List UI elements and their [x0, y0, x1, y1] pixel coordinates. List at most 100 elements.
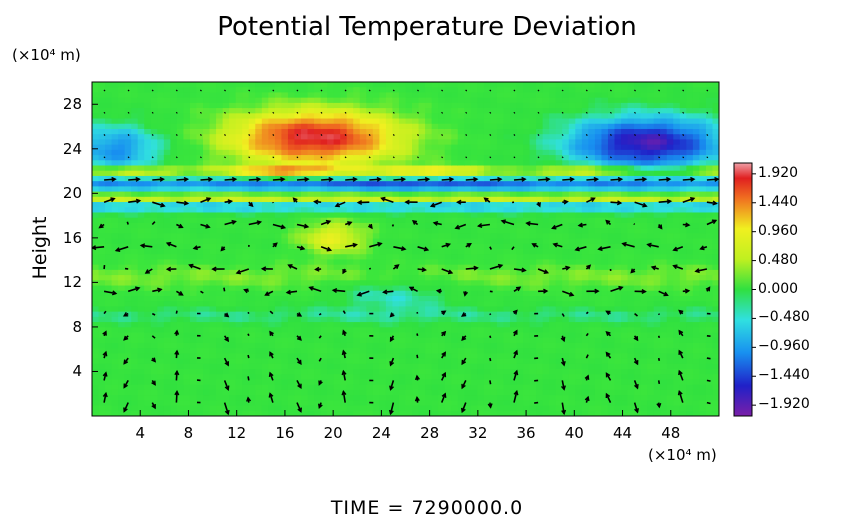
heatmap-cell — [353, 353, 361, 360]
heatmap-cell — [235, 92, 243, 99]
heatmap-cell — [555, 322, 563, 328]
heatmap-cell — [385, 155, 394, 161]
heatmap-cell — [248, 175, 256, 182]
heatmap-cell — [294, 87, 302, 94]
heatmap-cell — [320, 228, 328, 234]
heatmap-cell — [124, 264, 132, 271]
heatmap-cell — [281, 254, 289, 261]
heatmap-cell — [222, 249, 230, 255]
heatmap-cell — [353, 212, 361, 219]
heatmap-cell — [431, 186, 439, 193]
heatmap-cell — [418, 170, 426, 177]
heatmap-cell — [157, 134, 165, 141]
heatmap-cell — [131, 134, 139, 141]
heatmap-cell — [176, 134, 185, 141]
heatmap-cell — [412, 290, 420, 297]
heatmap-cell — [536, 186, 544, 193]
heatmap-cell — [516, 295, 524, 302]
heatmap-cell — [425, 374, 433, 381]
heatmap-cell — [320, 395, 328, 401]
heatmap-cell — [248, 134, 256, 141]
heatmap-cell — [372, 327, 380, 334]
heatmap-cell — [209, 295, 217, 302]
heatmap-cell — [562, 389, 570, 396]
heatmap-cell — [163, 322, 171, 328]
heatmap-cell — [536, 337, 544, 344]
heatmap-cell — [542, 155, 550, 161]
heatmap-cell — [111, 82, 119, 88]
heatmap-cell — [131, 374, 139, 381]
heatmap-cell — [229, 259, 237, 266]
heatmap-cell — [581, 285, 589, 292]
heatmap-cell — [549, 379, 557, 386]
heatmap-cell — [549, 311, 557, 318]
heatmap-cell — [118, 82, 126, 88]
heatmap-cell — [398, 212, 407, 219]
heatmap-cell — [340, 353, 348, 360]
heatmap-cell — [444, 207, 452, 214]
heatmap-cell — [340, 222, 348, 229]
heatmap-cell — [268, 82, 276, 88]
heatmap-cell — [490, 342, 498, 349]
heatmap-cell — [464, 306, 472, 313]
heatmap-cell — [353, 395, 361, 401]
heatmap-cell — [510, 379, 518, 386]
heatmap-cell — [385, 243, 394, 250]
heatmap-cell — [314, 181, 322, 187]
heatmap-cell — [268, 269, 276, 276]
heatmap-cell — [111, 389, 119, 396]
heatmap-cell — [555, 269, 563, 276]
heatmap-cell — [359, 181, 367, 187]
heatmap-cell — [170, 97, 178, 104]
heatmap-cell — [490, 306, 498, 313]
heatmap-cell — [294, 207, 302, 214]
heatmap-cell — [301, 249, 309, 255]
heatmap-cell — [464, 259, 472, 266]
heatmap-cell — [176, 384, 185, 391]
heatmap-cell — [477, 243, 485, 250]
heatmap-cell — [588, 134, 596, 141]
heatmap-cell — [157, 400, 165, 407]
heatmap-cell — [314, 212, 322, 219]
heatmap-cell — [451, 332, 459, 339]
heatmap-cell — [327, 363, 335, 370]
heatmap-cell — [523, 139, 531, 146]
heatmap-cell — [464, 87, 472, 94]
heatmap-cell — [457, 233, 465, 240]
heatmap-cell — [294, 374, 302, 381]
heatmap-cell — [425, 316, 433, 323]
heatmap-cell — [477, 295, 485, 302]
heatmap-cell — [412, 228, 420, 234]
heatmap-cell — [542, 238, 550, 245]
heatmap-cell — [209, 128, 217, 135]
heatmap-cell — [392, 212, 400, 219]
heatmap-cell — [366, 97, 374, 104]
heatmap-cell — [150, 405, 158, 412]
heatmap-cell — [111, 332, 119, 339]
heatmap-cell — [137, 217, 145, 224]
heatmap-cell — [398, 144, 407, 151]
heatmap-cell — [163, 348, 171, 354]
heatmap-cell — [157, 128, 165, 135]
heatmap-cell — [118, 275, 126, 281]
heatmap-cell — [412, 181, 420, 187]
heatmap-cell — [189, 144, 198, 151]
heatmap-cell — [294, 134, 302, 141]
heatmap-cell — [248, 149, 256, 156]
heatmap-cell — [268, 217, 276, 224]
heatmap-cell — [216, 337, 224, 344]
heatmap-cell — [451, 269, 459, 276]
heatmap-cell — [209, 207, 217, 214]
heatmap-cell — [549, 363, 557, 370]
heatmap-cell — [320, 374, 328, 381]
heatmap-cell — [196, 410, 204, 416]
heatmap-cell — [536, 249, 544, 255]
heatmap-cell — [438, 139, 446, 146]
heatmap-cell — [111, 181, 119, 187]
heatmap-cell — [562, 202, 570, 208]
heatmap-cell — [594, 165, 603, 172]
heatmap-cell — [268, 160, 276, 167]
heatmap-cell — [170, 238, 178, 245]
heatmap-cell — [320, 118, 328, 125]
heatmap-cell — [483, 165, 492, 172]
